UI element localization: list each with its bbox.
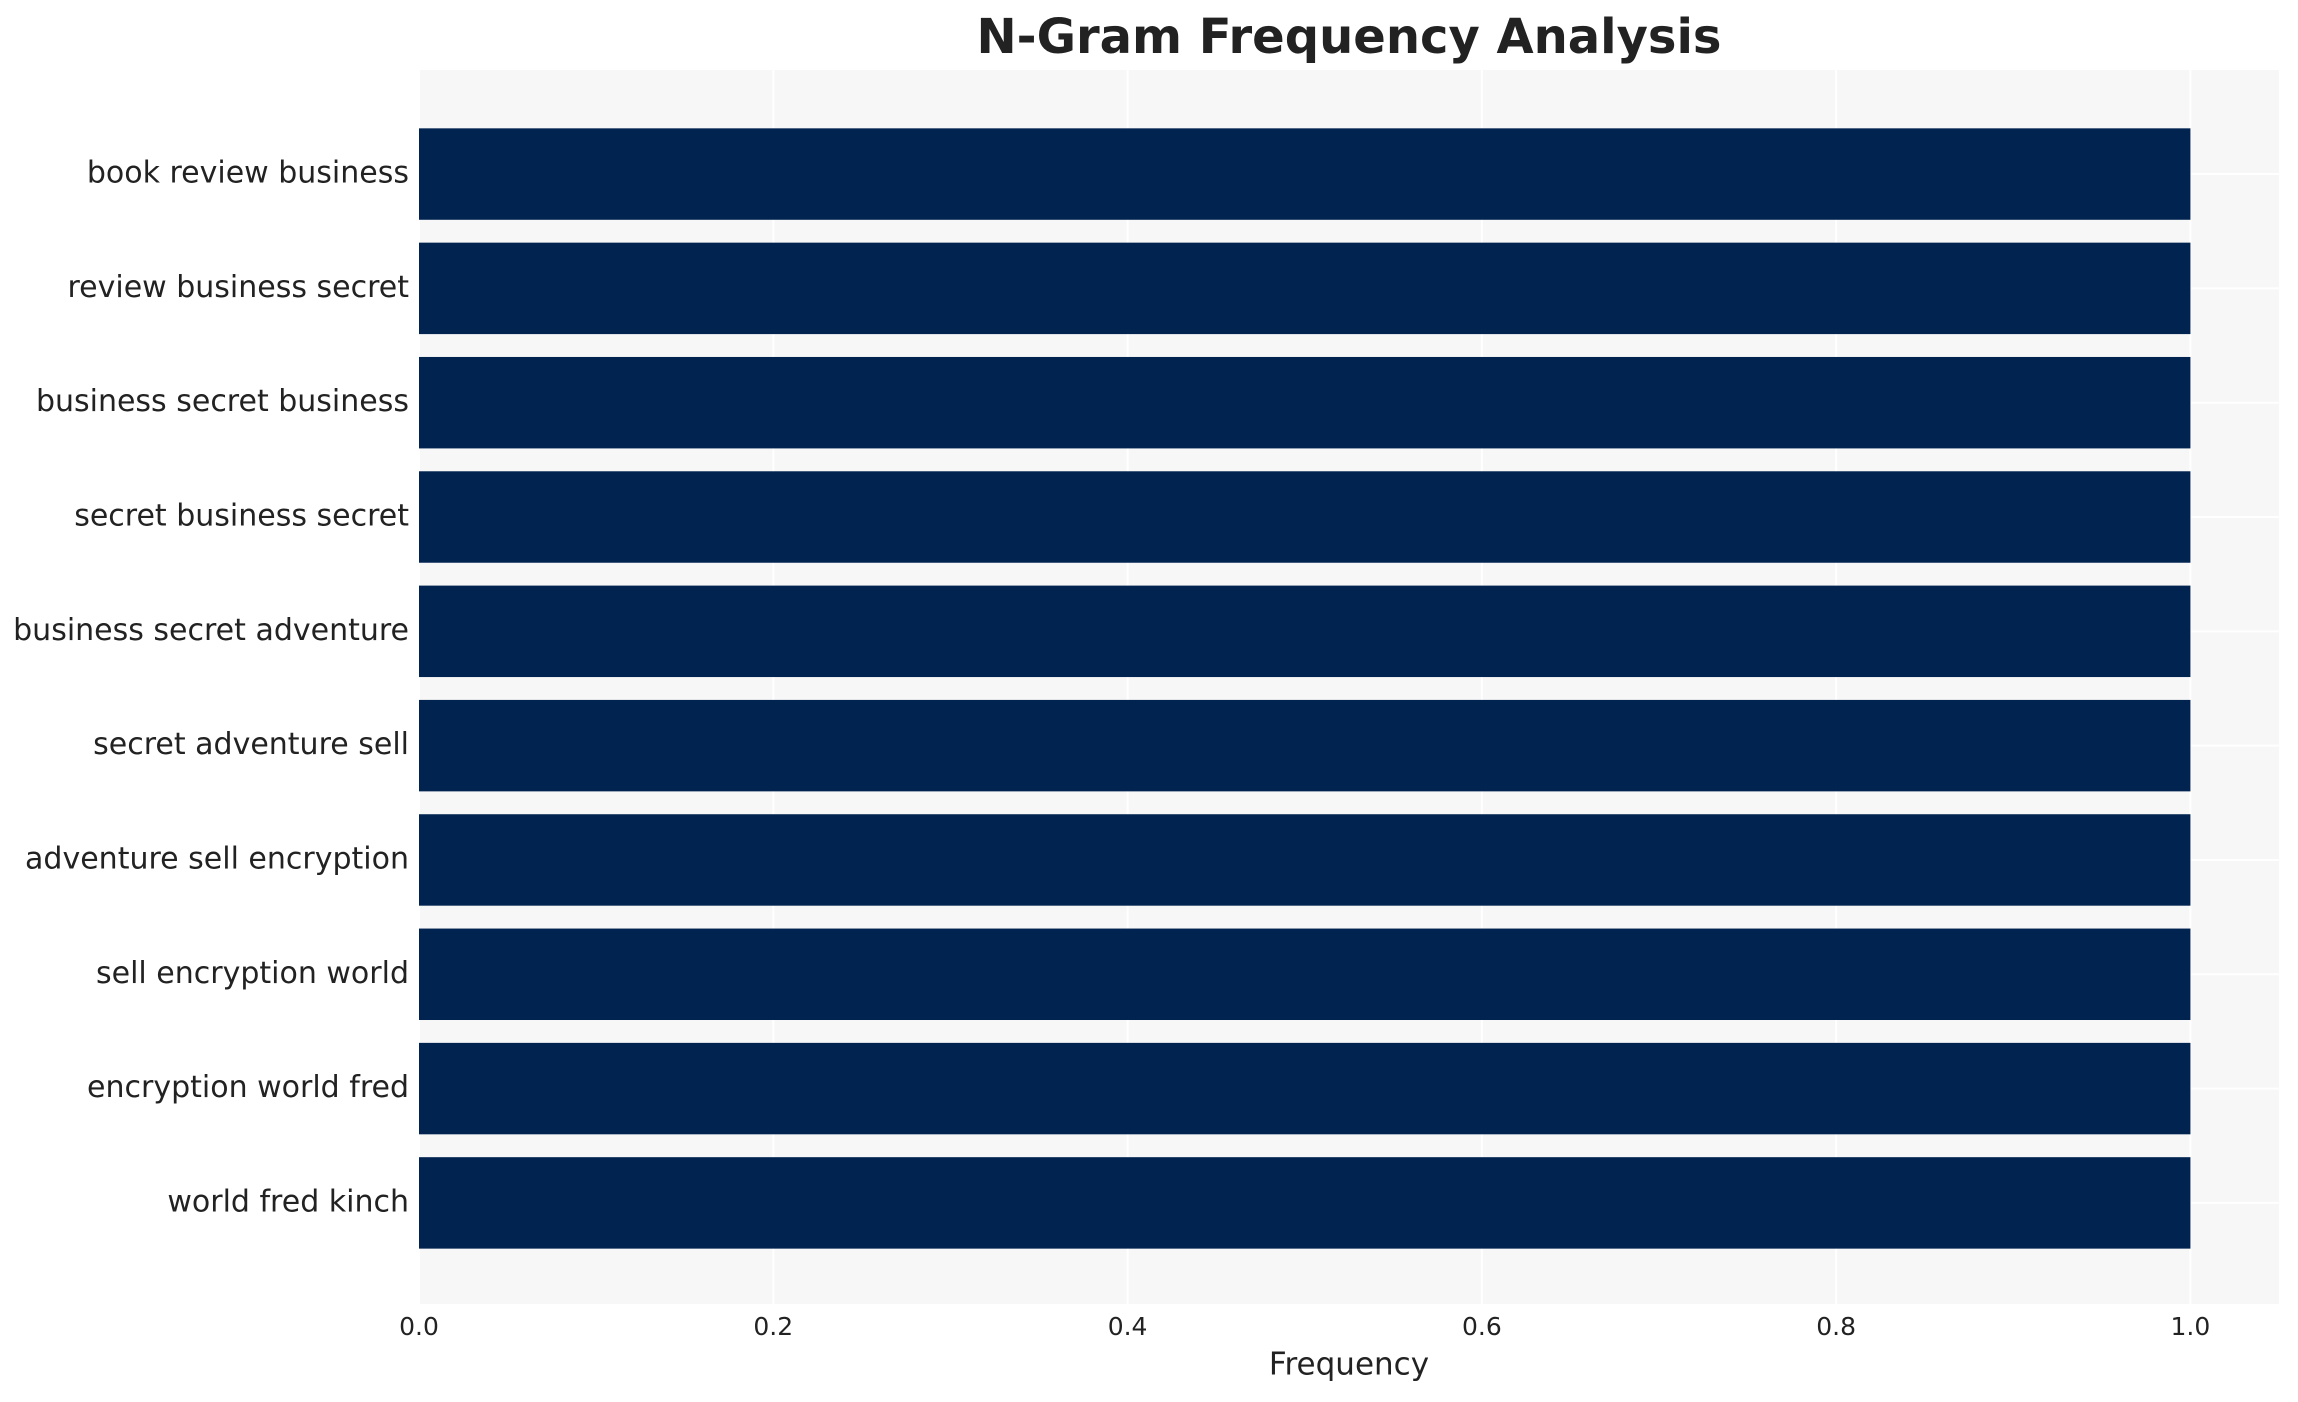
y-tick-label: sell encryption world — [96, 956, 409, 991]
chart-title: N-Gram Frequency Analysis — [977, 9, 1722, 65]
x-tick-label: 0.8 — [1816, 1312, 1856, 1341]
bar — [419, 471, 2191, 563]
y-tick-label: adventure sell encryption — [25, 841, 409, 876]
bar — [419, 128, 2191, 220]
y-tick-label: business secret business — [36, 384, 409, 419]
bar — [419, 1042, 2191, 1135]
x-tick-label: 0.0 — [399, 1312, 439, 1341]
y-tick-label: secret business secret — [74, 499, 409, 534]
x-tick-label: 0.6 — [1462, 1312, 1502, 1341]
bar — [419, 928, 2191, 1021]
x-tick-label: 0.4 — [1108, 1312, 1148, 1341]
bar — [419, 242, 2191, 335]
x-tick-label: 0.2 — [753, 1312, 793, 1341]
bar — [419, 585, 2191, 678]
y-tick-label: book review business — [87, 156, 409, 191]
y-tick-label: business secret adventure — [13, 613, 409, 648]
bar — [419, 814, 2191, 906]
bar — [419, 356, 2191, 449]
bar — [419, 699, 2191, 792]
y-tick-label: secret adventure sell — [93, 727, 409, 762]
x-tick-label: 1.0 — [2171, 1312, 2211, 1341]
bar — [419, 1157, 2191, 1249]
y-tick-label: world fred kinch — [167, 1184, 409, 1219]
x-axis-label: Frequency — [1269, 1347, 1429, 1383]
y-tick-label: encryption world fred — [87, 1070, 409, 1105]
y-tick-label: review business secret — [67, 270, 409, 305]
